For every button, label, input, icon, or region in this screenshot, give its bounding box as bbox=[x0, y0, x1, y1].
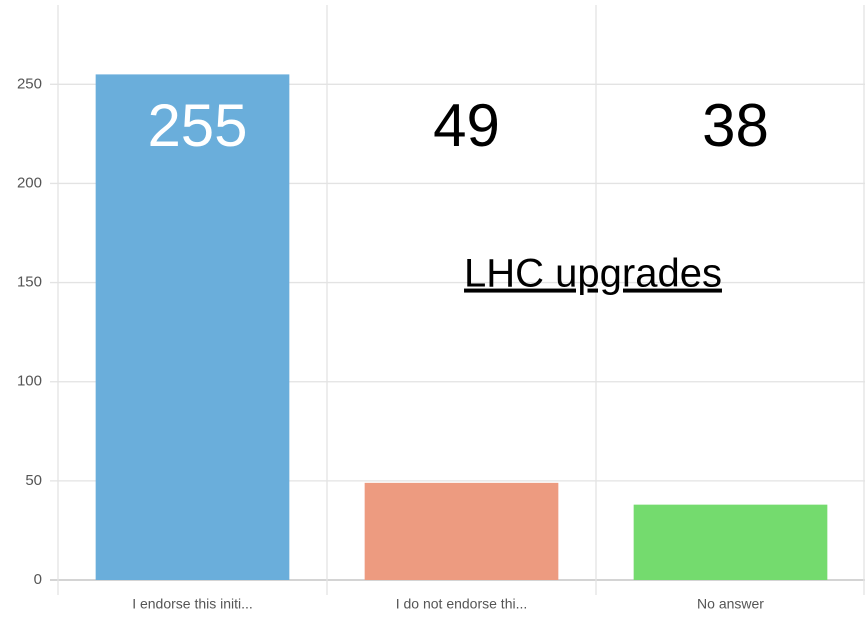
y-tick-label: 150 bbox=[17, 274, 42, 291]
y-tick-label: 250 bbox=[17, 75, 42, 92]
x-tick-label: No answer bbox=[697, 596, 764, 612]
x-tick-label: I endorse this initi... bbox=[132, 596, 253, 612]
y-tick-label: 200 bbox=[17, 174, 42, 191]
value-label: 255 bbox=[147, 92, 247, 159]
chart-title: LHC upgrades bbox=[464, 252, 722, 296]
y-tick-label: 50 bbox=[25, 472, 42, 489]
x-tick-label: I do not endorse thi... bbox=[396, 596, 528, 612]
value-label: 38 bbox=[702, 92, 769, 159]
y-tick-label: 100 bbox=[17, 373, 42, 390]
bar bbox=[364, 482, 559, 580]
bar bbox=[95, 74, 290, 581]
bar bbox=[633, 504, 828, 580]
y-tick-label: 0 bbox=[34, 571, 42, 588]
value-label: 49 bbox=[433, 92, 500, 159]
